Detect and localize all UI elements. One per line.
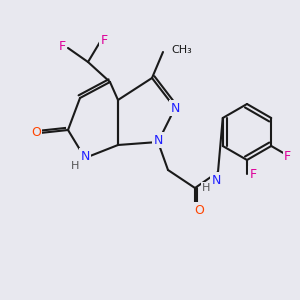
Text: N: N xyxy=(153,134,163,146)
Text: F: F xyxy=(284,151,291,164)
Text: F: F xyxy=(100,34,108,46)
Text: F: F xyxy=(249,167,256,181)
Text: N: N xyxy=(211,173,221,187)
Text: H: H xyxy=(202,183,210,193)
Text: CH₃: CH₃ xyxy=(171,45,192,55)
Text: N: N xyxy=(80,149,90,163)
Text: O: O xyxy=(31,127,41,140)
Text: N: N xyxy=(170,101,180,115)
Text: H: H xyxy=(71,161,79,171)
Text: F: F xyxy=(58,40,66,52)
Text: O: O xyxy=(194,203,204,217)
